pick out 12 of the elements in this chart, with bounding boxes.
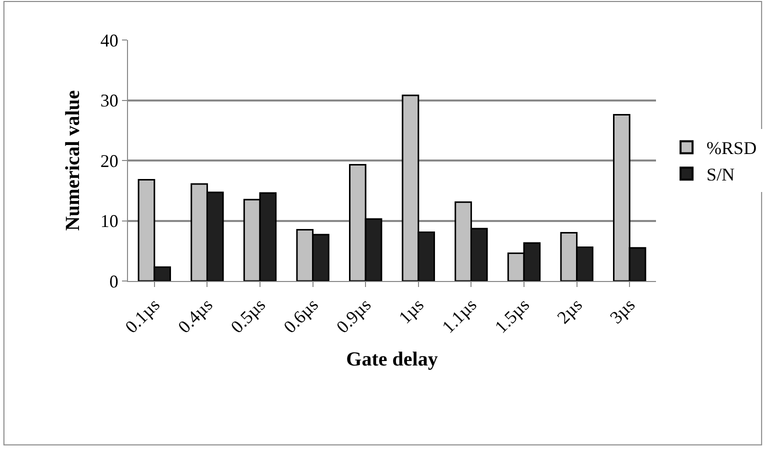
y-tick-label: 20 xyxy=(100,150,118,171)
y-axis-title: Numerical value xyxy=(62,90,84,231)
legend-label: %RSD xyxy=(706,138,757,158)
y-tick-label: 30 xyxy=(100,90,118,111)
x-axis-title: Gate delay xyxy=(346,348,438,370)
x-tick-label: 2µs xyxy=(553,294,586,328)
x-tick-label: 1µs xyxy=(394,294,428,328)
y-tick-label: 10 xyxy=(100,211,118,232)
y-tick-label: 0 xyxy=(109,271,118,292)
y-tick-label: 40 xyxy=(100,30,118,50)
legend-label: S/N xyxy=(706,164,735,185)
x-tick-label: 3µs xyxy=(606,294,639,328)
